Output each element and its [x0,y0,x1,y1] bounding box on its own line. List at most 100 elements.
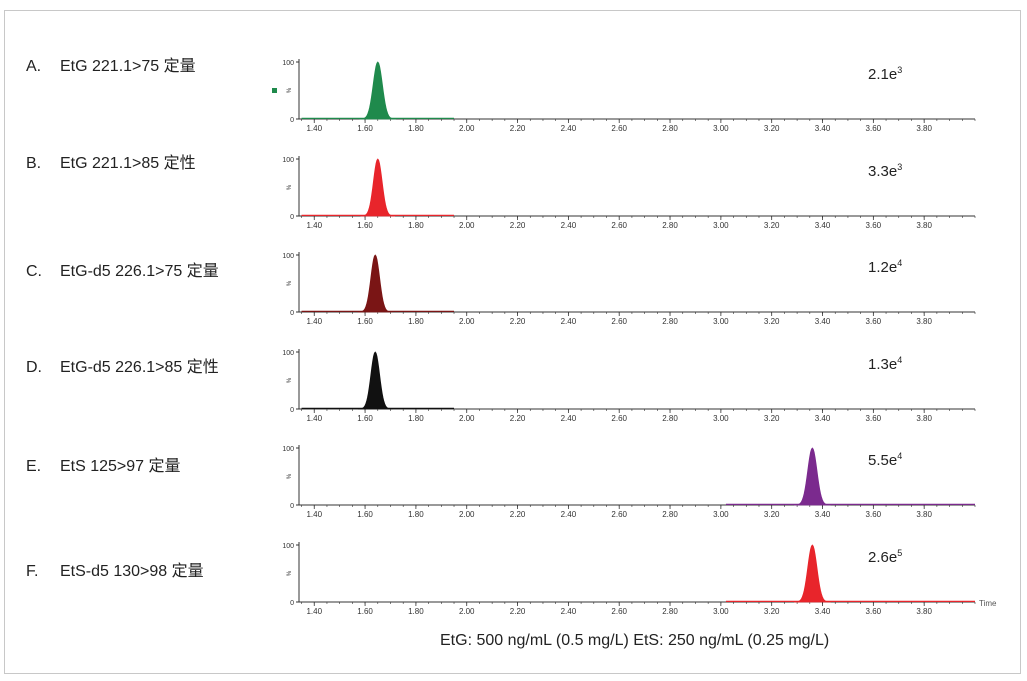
x-tick-label: 3.80 [916,414,932,423]
x-tick-label: 1.40 [306,607,322,616]
y-tick-label-0: 0 [290,310,294,317]
x-tick-label: 2.40 [561,124,577,133]
panel-4: 100 0% 1.40 1.60 1.80 2.00 2.20 2.40 2.60 2.80 3.0… [282,349,976,423]
x-tick-label: 3.60 [866,414,882,423]
x-tick-label: 3.00 [713,510,729,519]
x-tick-label: 1.40 [306,124,322,133]
series-label-b: B. EtG 221.1>85 定性 [26,155,196,172]
x-tick-label: 3.60 [866,510,882,519]
y-tick-label-0: 0 [290,117,294,124]
peak-5 [794,447,831,506]
x-tick-label: 3.00 [713,607,729,616]
y-axis-label: % [287,87,293,93]
intensity-exponent: 4 [897,258,902,268]
x-tick-label: 3.80 [916,317,932,326]
x-tick-label: 3.00 [713,221,729,230]
x-tick-label: 2.60 [611,221,627,230]
x-tick-label: 1.80 [408,607,424,616]
x-tick-label: 3.20 [764,414,780,423]
peak-3 [357,254,393,313]
series-label-e: E. EtS 125>97 定量 [26,458,181,475]
x-tick-label: 3.80 [916,607,932,616]
x-tick-label: 2.40 [561,221,577,230]
x-tick-label: 2.80 [662,221,678,230]
x-tick-label: 2.20 [510,510,526,519]
x-tick-label: 3.60 [866,607,882,616]
x-tick-label: 2.40 [561,510,577,519]
x-tick-label: 3.40 [815,221,831,230]
x-tick-label: 2.80 [662,607,678,616]
x-tick-label: 3.40 [815,317,831,326]
x-tick-label: 1.40 [306,510,322,519]
intensity-label: 3.3e3 [868,162,902,180]
x-tick-label: 2.20 [510,414,526,423]
x-tick-label: 1.80 [408,124,424,133]
panel-5: 100 0% 1.40 1.60 1.80 2.00 2.20 2.40 2.60 2.80 3.0… [282,445,976,519]
intensity-exponent: 5 [897,548,902,558]
y-tick-label-0: 0 [290,407,294,414]
y-axis-label: % [287,184,293,190]
x-tick-label: 3.40 [815,124,831,133]
intensity-exponent: 3 [897,65,902,75]
x-tick-label: 3.00 [713,124,729,133]
intensity-label: 5.5e4 [868,451,902,469]
x-tick-label: 1.60 [357,317,373,326]
series-color-marker [272,88,277,93]
x-tick-label: 2.40 [561,607,577,616]
x-tick-label: 3.60 [866,317,882,326]
y-axis-label: % [287,280,293,286]
x-tick-label: 1.80 [408,414,424,423]
y-tick-label-100: 100 [282,543,294,550]
x-tick-label: 2.60 [611,414,627,423]
x-tick-label: 1.40 [306,317,322,326]
x-tick-label: 1.40 [306,414,322,423]
x-tick-label: 1.60 [357,124,373,133]
x-tick-label: 2.20 [510,124,526,133]
x-tick-label: 2.60 [611,317,627,326]
x-tick-label: 1.80 [408,510,424,519]
x-tick-label: 3.60 [866,221,882,230]
x-tick-label: 2.60 [611,510,627,519]
concentration-footer: EtG: 500 ng/mL (0.5 mg/L) EtS: 250 ng/mL… [440,632,830,649]
x-tick-label: 2.00 [459,414,475,423]
y-tick-label-0: 0 [290,503,294,510]
x-tick-label: 2.80 [662,317,678,326]
y-tick-label-0: 0 [290,214,294,221]
x-tick-label: 1.60 [357,607,373,616]
x-tick-label: 3.40 [815,414,831,423]
x-tick-label: 3.80 [916,124,932,133]
x-tick-label: 3.60 [866,124,882,133]
peak-4 [357,351,393,410]
intensity-label: 1.2e4 [868,258,902,276]
x-tick-label: 1.60 [357,510,373,519]
x-tick-label: 2.80 [662,124,678,133]
y-axis-label: % [287,570,293,576]
series-label-a: A. EtG 221.1>75 定量 [26,58,196,75]
x-tick-label: 3.20 [764,510,780,519]
y-tick-label-0: 0 [290,600,294,607]
x-tick-label: 2.20 [510,317,526,326]
x-tick-label: 2.40 [561,317,577,326]
intensity-label: 2.1e3 [868,65,902,83]
intensity-exponent: 4 [897,355,902,365]
peak-6 [794,544,831,603]
x-tick-label: 2.60 [611,124,627,133]
intensity-label: 2.6e5 [868,548,902,566]
x-tick-label: 2.80 [662,510,678,519]
y-tick-label-100: 100 [282,60,294,67]
y-tick-label-100: 100 [282,253,294,260]
x-tick-label: 3.20 [764,221,780,230]
panel-3: 100 0% 1.40 1.60 1.80 2.00 2.20 2.40 2.60 2.80 3.0… [282,252,976,326]
x-tick-label: 2.00 [459,317,475,326]
x-tick-label: 3.00 [713,414,729,423]
x-tick-label: 3.40 [815,510,831,519]
x-tick-label: 3.20 [764,607,780,616]
x-tick-label: 2.00 [459,124,475,133]
x-tick-label: 2.80 [662,414,678,423]
x-tick-label: 3.80 [916,221,932,230]
y-tick-label-100: 100 [282,446,294,453]
x-axis-title: Time [979,599,997,608]
peak-1 [359,61,397,120]
x-tick-label: 2.60 [611,607,627,616]
